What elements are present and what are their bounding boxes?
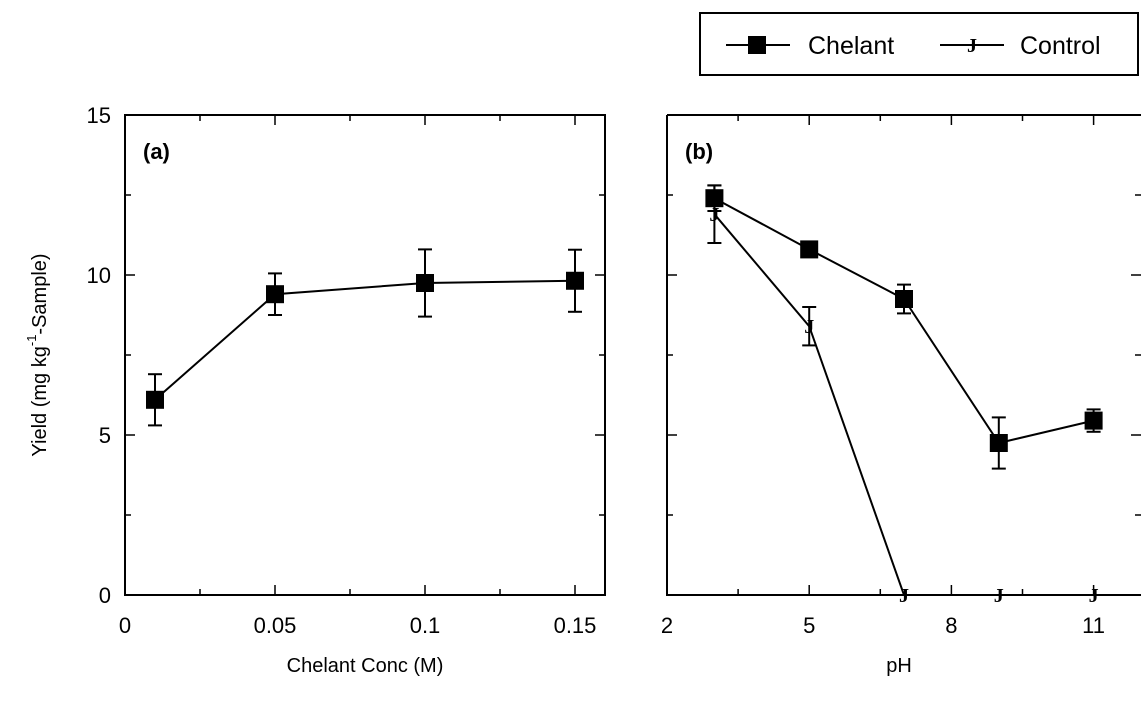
- panel-a-x-tick-label: 0.1: [410, 613, 441, 638]
- legend: Chelant J Control: [699, 12, 1139, 76]
- panel-b-series-control-line: [713, 213, 1094, 596]
- panel-b-x-tick-label: 8: [945, 613, 957, 638]
- panel-a-label: (a): [143, 139, 170, 164]
- panel-b-control-point: J: [899, 585, 909, 607]
- panel-a-x-tick-label: 0: [119, 613, 131, 638]
- panel-b-chelant-point: [895, 290, 913, 308]
- panel-b-control-point: J: [1089, 585, 1099, 607]
- panel-a-x-tick-label: 0.15: [554, 613, 597, 638]
- panel-a-x-tick-label: 0.05: [254, 613, 297, 638]
- panel-a-y-tick-label: 0: [99, 583, 111, 608]
- panel-a-y-tick-label: 10: [87, 263, 111, 288]
- panel-a: 0 5 10 15 0 0.05 0.1 0.15 Chelant Conc (M) (a): [87, 103, 606, 677]
- panel-b-chelant-point: [800, 240, 819, 259]
- legend-chelant-label: Chelant: [808, 32, 894, 60]
- panel-b-control-point: J: [994, 585, 1004, 607]
- panel-a-y-tick-label: 15: [87, 103, 111, 128]
- panel-b-frame: [666, 114, 1141, 596]
- panel-a-chelant-point: [566, 271, 584, 290]
- panel-b-x-axis-title: pH: [886, 655, 912, 677]
- panel-b: 2 5 8 11 pH (b) J J J J J: [661, 114, 1141, 677]
- panel-a-chelant-point: [416, 274, 434, 292]
- panel-a-chelant-point: [146, 390, 164, 409]
- panel-b-control-point: J: [804, 316, 814, 338]
- panel-a-series-chelant-line: [154, 279, 576, 401]
- y-axis-title: Yield (mg kg-1-Sample): [24, 253, 51, 456]
- panel-b-control-point: J: [709, 204, 719, 226]
- panel-a-chelant-point: [266, 285, 284, 304]
- panel-b-chelant-point: [989, 434, 1008, 452]
- legend-control-marker: J: [967, 35, 977, 57]
- legend-control-label: Control: [1020, 32, 1101, 60]
- panel-b-x-tick-label: 2: [661, 613, 673, 638]
- panel-a-x-axis-title: Chelant Conc (M): [287, 655, 444, 677]
- panel-b-chelant-point: [1084, 411, 1103, 430]
- panel-b-x-tick-label: 5: [803, 613, 815, 638]
- panel-b-x-tick-label: 11: [1082, 613, 1105, 638]
- panel-b-series-chelant-line: [713, 197, 1094, 445]
- legend-chelant-marker: [748, 36, 766, 54]
- panel-b-label: (b): [685, 139, 713, 164]
- panel-a-frame: [124, 114, 606, 596]
- panel-a-y-tick-label: 5: [99, 423, 111, 448]
